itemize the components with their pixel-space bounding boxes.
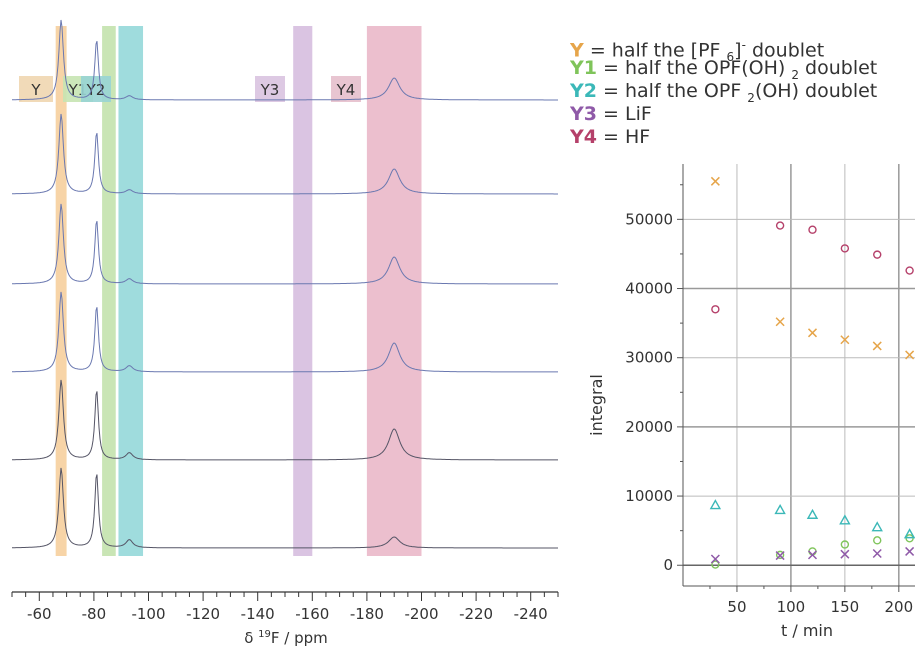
region-label-box-y2 xyxy=(81,76,111,102)
point-y3 xyxy=(840,549,850,559)
spectrum-trace xyxy=(12,203,558,285)
legend-row-y2: Y2 = half the OPF 2(OH) doublet xyxy=(570,80,915,105)
region-label-y2: Y2 xyxy=(86,81,106,99)
x-tick-label: 200 xyxy=(884,598,913,616)
nmr-spectrum-stack: Y Y1 Y2 Y3 Y4-60 -80 -100 -120 -140 -160 -180 -200-… xyxy=(11,19,559,647)
point-y1 xyxy=(711,560,720,569)
region-label-y4: Y4 xyxy=(336,81,356,99)
point-y xyxy=(775,317,785,327)
x-tick-label: -180 xyxy=(350,605,384,623)
x-tick-label: -200 xyxy=(404,605,438,623)
x-tick-label: -100 xyxy=(131,605,165,623)
legend-key: Y xyxy=(570,39,584,62)
region-y xyxy=(55,26,67,556)
x-tick-label: -60 xyxy=(27,605,52,623)
x-tick-label: -240 xyxy=(514,605,548,623)
point-y xyxy=(710,176,720,186)
x-tick-label: 50 xyxy=(727,598,746,616)
point-y xyxy=(872,341,882,351)
y-tick-label: 50000 xyxy=(625,210,673,228)
point-y4 xyxy=(905,266,914,275)
legend-text: = HF xyxy=(603,126,651,148)
legend-key: Y1 xyxy=(570,57,597,79)
legend-text: (OH) doublet xyxy=(754,80,878,102)
point-y3 xyxy=(775,551,785,561)
spectrum-trace xyxy=(12,467,558,549)
x-tick-label: -160 xyxy=(295,605,329,623)
x-tick-label: -120 xyxy=(186,605,220,623)
y-tick-label: 40000 xyxy=(625,280,673,298)
point-y xyxy=(840,335,850,345)
x-axis-label: t / min xyxy=(781,621,833,640)
legend-text: - xyxy=(741,38,746,52)
x-tick-label: -220 xyxy=(459,605,493,623)
legend-row-y1: Y1 = half the OPF(OH) 2 doublet xyxy=(570,57,915,82)
x-tick-label: -80 xyxy=(82,605,107,623)
point-y3 xyxy=(872,548,882,559)
point-y3 xyxy=(807,550,818,560)
point-y2 xyxy=(806,508,819,519)
x-axis-label: δ 19F / ppm xyxy=(244,629,328,647)
point-y1 xyxy=(775,550,785,560)
legend-text: doublet xyxy=(799,57,878,79)
legend-row-y: Y = half the [PF 6]- doublet xyxy=(570,34,915,64)
region-label-box-y3 xyxy=(255,76,285,102)
point-y2 xyxy=(903,528,915,539)
point-y2 xyxy=(839,514,851,525)
integral-scatter-chart: 0 10000 20000 30000 40000 50000 50 100 150 200 t /… xyxy=(587,164,915,640)
x-tick-label: 100 xyxy=(777,598,806,616)
region-y3 xyxy=(293,26,313,556)
legend-text: = half the [PF xyxy=(589,39,727,62)
point-y4 xyxy=(711,305,720,314)
point-y1 xyxy=(840,540,850,549)
y-tick-label: 20000 xyxy=(625,418,673,436)
legend-text: = half the OPF(OH) xyxy=(603,57,792,79)
region-label-y: Y xyxy=(30,81,41,99)
y-axis-label: integral xyxy=(587,374,606,436)
point-y4 xyxy=(808,225,817,234)
spectrum-trace xyxy=(12,379,558,461)
legend-key: Y4 xyxy=(570,126,597,148)
y-tick-label: 0 xyxy=(663,556,673,574)
legend-text: ] xyxy=(734,39,742,62)
point-y4 xyxy=(775,221,785,230)
legend-row-y3: Y3 = LiF xyxy=(570,103,915,126)
legend-row-y4: Y4 = HF xyxy=(570,126,915,149)
y-tick-label: 10000 xyxy=(625,487,673,505)
point-y2 xyxy=(871,521,883,532)
point-y xyxy=(905,350,915,360)
legend-key: Y2 xyxy=(570,80,597,102)
legend: Y = half the [PF 6]- doublet Y1 = half th… xyxy=(570,34,915,149)
region-label-box-y4 xyxy=(331,76,361,102)
point-y2 xyxy=(709,499,722,510)
spectrum-trace xyxy=(12,19,558,101)
spectrum-trace xyxy=(12,113,558,195)
legend-text: 2 xyxy=(791,67,799,82)
region-label-y3: Y3 xyxy=(260,81,280,99)
legend-key: Y3 xyxy=(570,103,597,125)
point-y xyxy=(807,328,818,338)
region-y1 xyxy=(102,26,116,556)
legend-text: 2 xyxy=(747,90,755,105)
point-y3 xyxy=(905,546,915,556)
point-y3 xyxy=(710,554,720,564)
x-tick-label: -140 xyxy=(241,605,275,623)
legend-text: doublet xyxy=(745,39,825,62)
spectrum-trace xyxy=(12,291,558,373)
region-y4 xyxy=(366,26,422,556)
region-y2 xyxy=(118,26,144,556)
region-label-box-y xyxy=(19,76,53,102)
point-y2 xyxy=(774,503,786,515)
x-tick-label: 150 xyxy=(831,598,860,616)
y-tick-label: 30000 xyxy=(625,349,673,367)
legend-text: = LiF xyxy=(603,103,652,125)
legend-text: = half the OPF xyxy=(603,80,748,102)
point-y4 xyxy=(873,250,882,259)
legend-text: 6 xyxy=(726,50,735,65)
point-y4 xyxy=(840,244,850,253)
point-y1 xyxy=(873,536,882,545)
